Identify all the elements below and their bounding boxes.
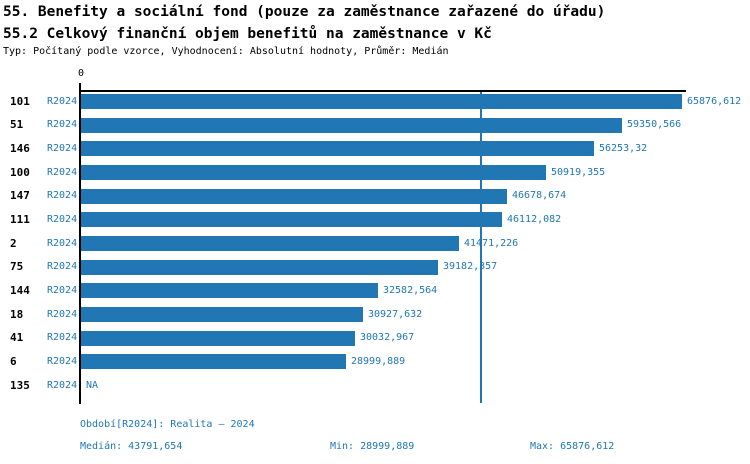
bar: [81, 283, 378, 299]
category-label: 135: [10, 378, 30, 392]
series-label: R2024: [47, 190, 78, 202]
series-label: R2024: [47, 332, 78, 344]
footer-period: Období[R2024]: Realita – 2024: [80, 419, 255, 430]
bar: [81, 165, 546, 180]
category-label: 146: [10, 141, 30, 155]
bar: [81, 330, 355, 346]
series-label: R2024: [47, 237, 78, 249]
series-label: R2024: [47, 95, 78, 107]
bar: [81, 354, 346, 370]
series-label: R2024: [47, 308, 78, 320]
y-axis-line: [79, 83, 81, 404]
value-label: 56253,32: [599, 142, 648, 154]
value-label: NA: [86, 379, 99, 391]
report-subtitle: Typ: Počítaný podle vzorce, Vyhodnocení:…: [3, 46, 449, 57]
category-label: 101: [10, 94, 30, 108]
bar: [81, 94, 682, 109]
value-label: 39182,357: [443, 261, 498, 273]
series-label: R2024: [47, 379, 78, 391]
series-label: R2024: [47, 119, 78, 131]
value-label: 46678,674: [512, 190, 567, 202]
category-label: 144: [10, 283, 30, 297]
bar: [81, 307, 363, 323]
report-title-line-2: 55.2 Celkový finanční objem benefitů na …: [3, 26, 492, 42]
median-reference-line: [480, 92, 482, 403]
category-label: 75: [10, 260, 24, 274]
category-label: 6: [10, 354, 17, 368]
bar: [81, 212, 502, 228]
value-label: 41471,226: [464, 237, 519, 249]
category-label: 111: [10, 212, 30, 226]
category-label: 147: [10, 189, 30, 203]
category-label: 2: [10, 236, 17, 250]
value-label: 65876,612: [687, 95, 742, 107]
value-label: 30032,967: [360, 332, 415, 344]
series-label: R2024: [47, 142, 78, 154]
value-label: 28999,889: [351, 355, 406, 367]
series-label: R2024: [47, 284, 78, 296]
value-label: 32582,564: [383, 284, 438, 296]
value-label: 46112,082: [507, 213, 562, 225]
bar: [81, 188, 507, 204]
series-label: R2024: [47, 213, 78, 225]
footer-median: Medián: 43791,654: [80, 441, 183, 452]
x-axis-zero-tick-label: 0: [77, 68, 85, 79]
footer-min: Min: 28999,889: [330, 441, 415, 452]
value-label: 30927,632: [368, 308, 423, 320]
series-label: R2024: [47, 166, 78, 178]
category-label: 100: [10, 165, 30, 179]
category-label: 18: [10, 307, 24, 321]
bar: [81, 259, 438, 275]
category-label: 51: [10, 118, 24, 132]
report-title-line-1: 55. Benefity a sociální fond (pouze za z…: [3, 4, 606, 20]
bar: [81, 236, 459, 252]
x-axis-line: [79, 90, 686, 92]
value-label: 50919,355: [551, 166, 606, 178]
series-label: R2024: [47, 355, 78, 367]
category-label: 41: [10, 331, 24, 345]
bar: [81, 141, 594, 157]
series-label: R2024: [47, 261, 78, 273]
value-label: 59350,566: [627, 119, 682, 131]
bar: [81, 117, 622, 133]
footer-max: Max: 65876,612: [530, 441, 615, 452]
